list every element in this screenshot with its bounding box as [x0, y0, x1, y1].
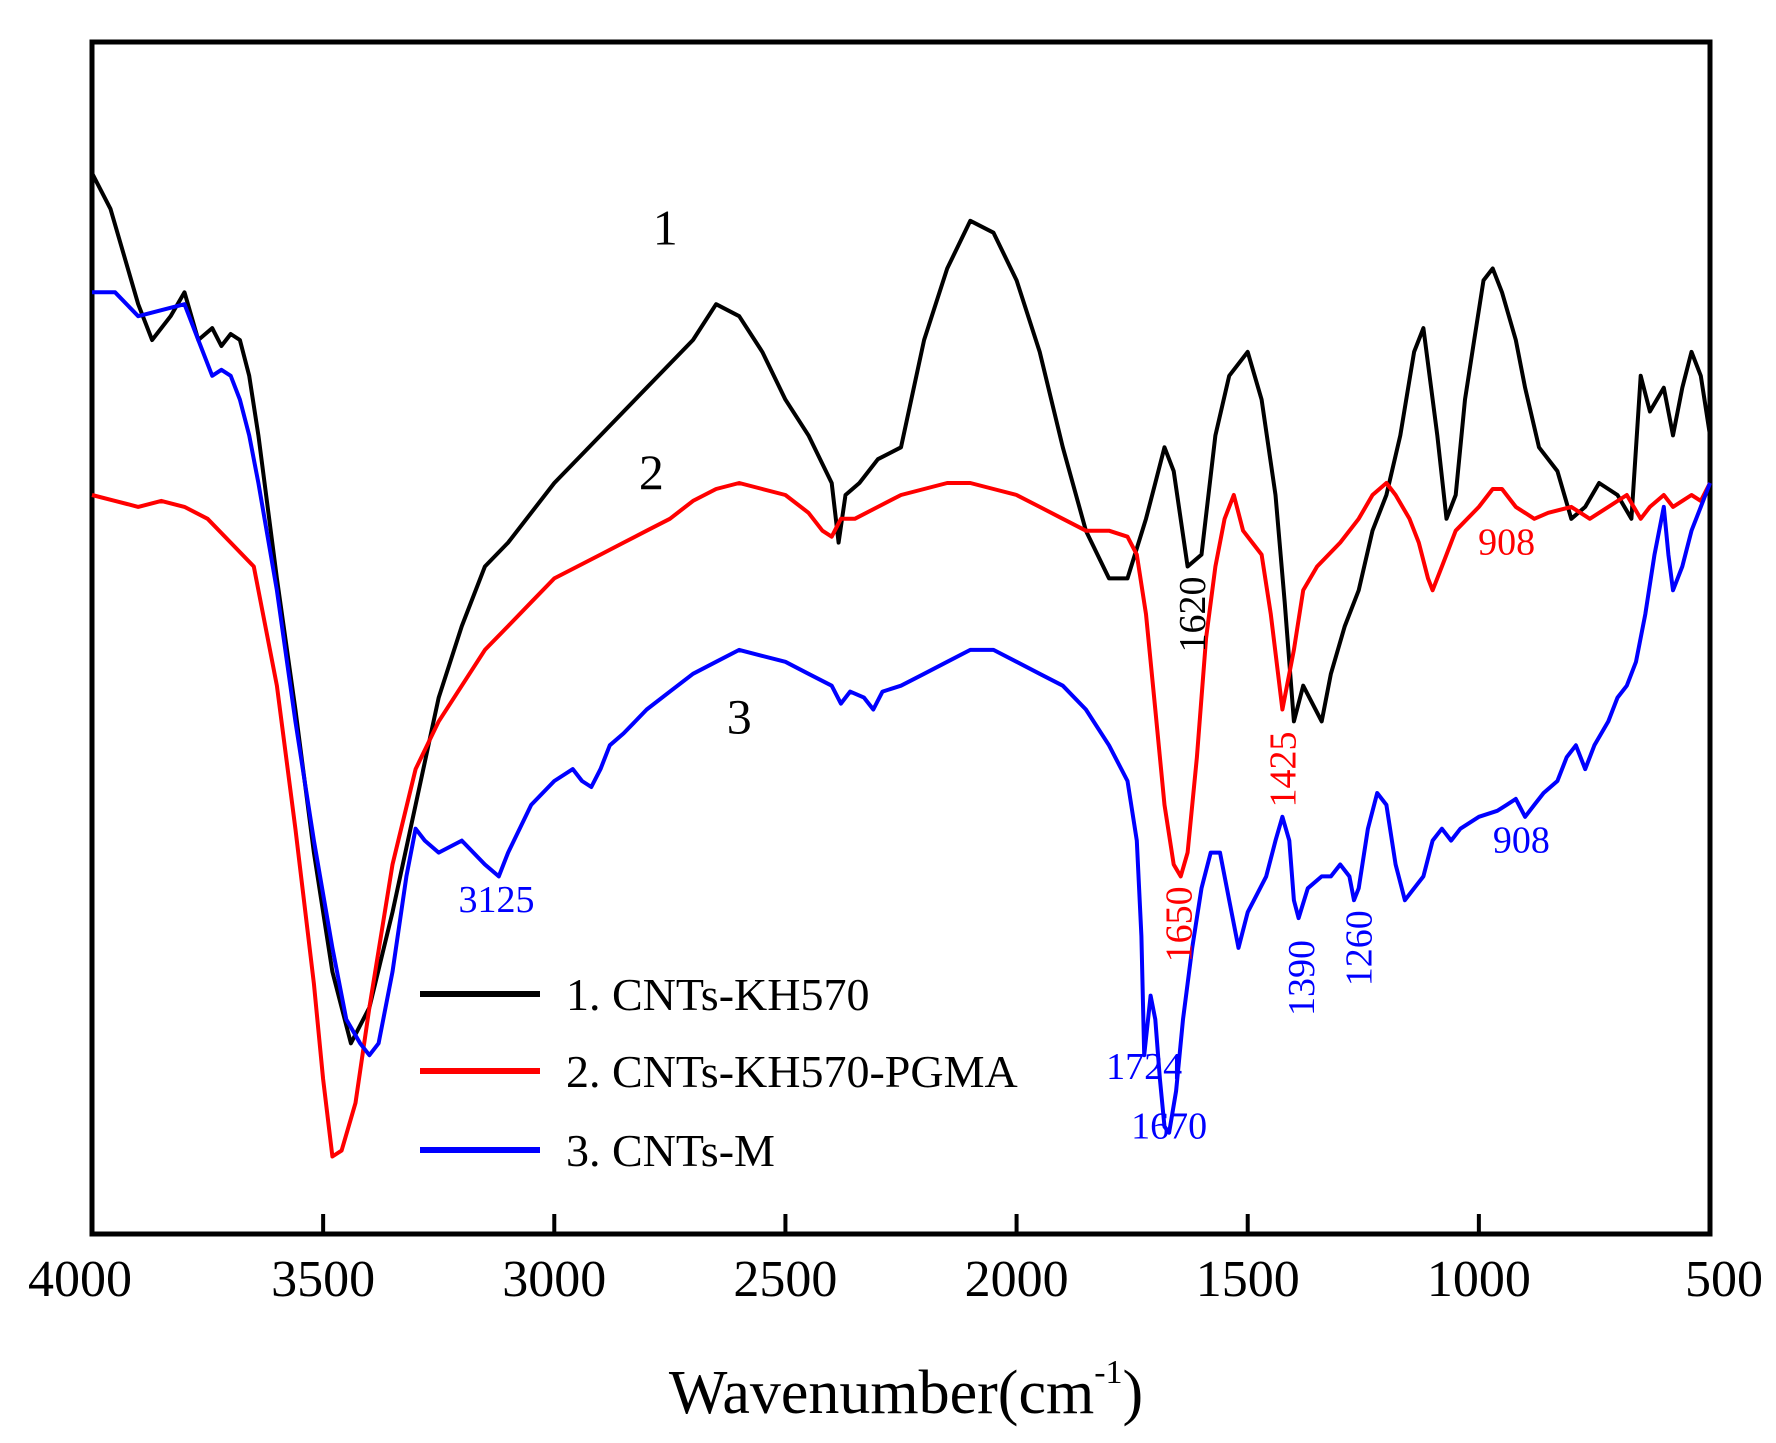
- x-tick-label-1500: 1500: [1196, 1251, 1300, 1308]
- series-line-2: [91, 481, 1712, 1159]
- x-tick-label-500: 500: [1685, 1251, 1763, 1308]
- series-line-3: [92, 290, 1712, 1135]
- x-axis-title-superscript: -1: [1094, 1354, 1122, 1391]
- peak-label-908: 908: [1478, 522, 1535, 564]
- peak-label-1650: 1650: [1158, 886, 1200, 962]
- x-axis-title-main: Wavenumber(cm: [669, 1359, 1094, 1427]
- x-tick-label-4000: 4000: [28, 1251, 132, 1308]
- x-axis-title: Wavenumber(cm-1): [669, 1354, 1143, 1427]
- peak-label-1260: 1260: [1339, 910, 1381, 986]
- legend-label-cnts-kh570: 1. CNTs-KH570: [566, 969, 869, 1020]
- x-tick-label-3500: 3500: [271, 1251, 375, 1308]
- x-axis-title-suffix: ): [1123, 1359, 1144, 1427]
- peak-label-908: 908: [1493, 820, 1550, 862]
- series-lines: [90, 172, 1712, 1159]
- x-tick-label-3000: 3000: [502, 1251, 606, 1308]
- legend-label-cnts-m: 3. CNTs-M: [566, 1125, 775, 1176]
- plot-frame: [89, 39, 1713, 1237]
- peak-annotations: 1620 908 1425 1650 3125 1390 1260 908 1724 1670: [459, 522, 1550, 1148]
- series-line-1: [90, 172, 1712, 1046]
- x-tick-label-2000: 2000: [965, 1251, 1069, 1308]
- peak-label-1390: 1390: [1281, 940, 1323, 1016]
- x-axis-ticks: [90, 1214, 1712, 1234]
- series-number-3: 3: [727, 688, 752, 744]
- x-tick-label-2500: 2500: [733, 1251, 837, 1308]
- peak-label-1425: 1425: [1262, 731, 1304, 807]
- series-number-2: 2: [639, 444, 664, 500]
- peak-label-1724: 1724: [1106, 1046, 1182, 1088]
- series-labels: 1 2 3: [639, 200, 752, 745]
- peak-label-3125: 3125: [459, 879, 535, 921]
- x-tick-label-1000: 1000: [1427, 1251, 1531, 1308]
- peak-label-1620: 1620: [1172, 576, 1214, 652]
- x-axis-tick-labels: 4000 3500 3000 2500 2000 1500 1000 500: [28, 1251, 1763, 1308]
- legend: 1. CNTs-KH570 2. CNTs-KH570-PGMA 3. CNTs…: [420, 969, 1018, 1176]
- peak-label-1670: 1670: [1131, 1106, 1207, 1148]
- series-number-1: 1: [653, 200, 678, 256]
- legend-label-cnts-kh570-pgma: 2. CNTs-KH570-PGMA: [566, 1046, 1018, 1097]
